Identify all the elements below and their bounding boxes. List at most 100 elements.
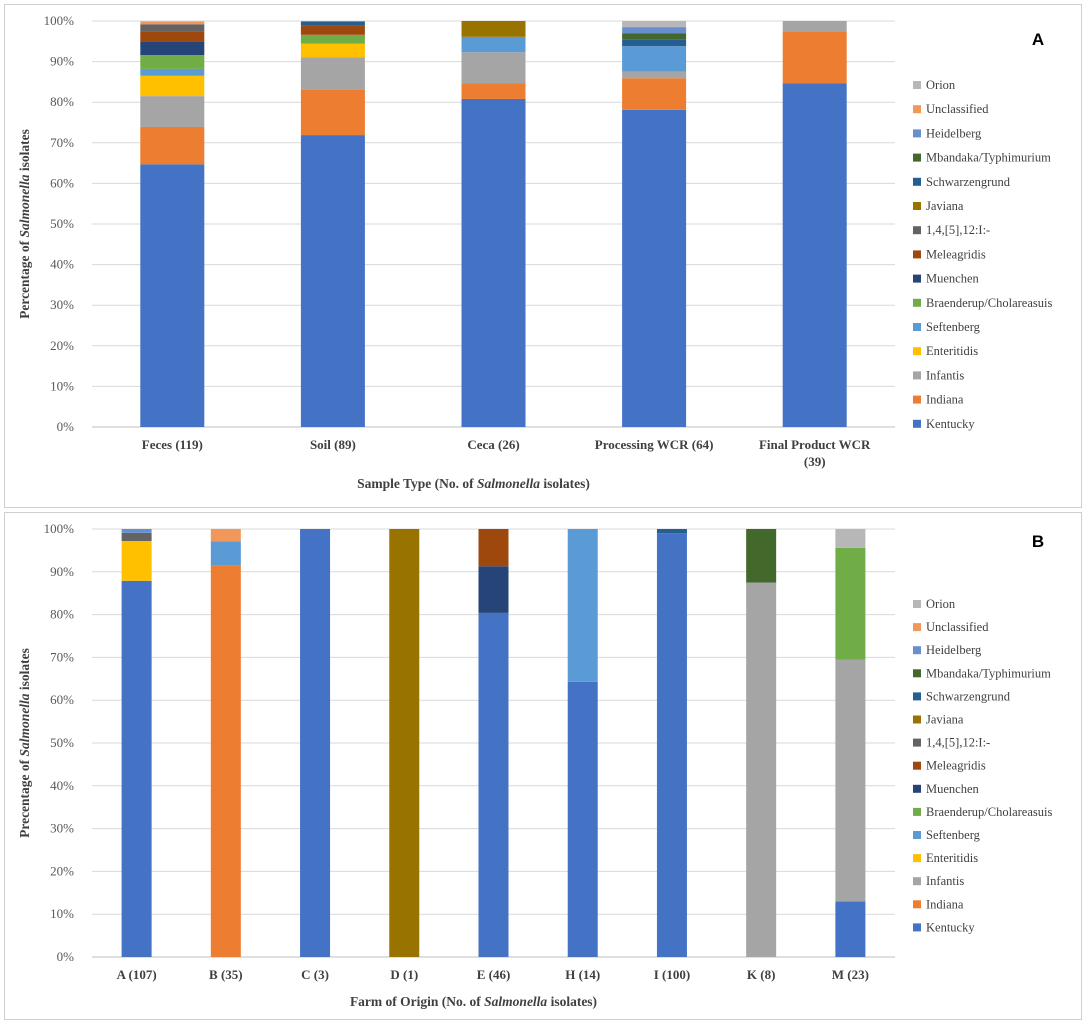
bar-segment-1-4-5-12-i — [140, 24, 205, 32]
bar-segment-schwarzengrund — [656, 529, 687, 534]
bar-segment-heidelberg — [622, 27, 687, 34]
legend-swatch-indiana — [913, 395, 921, 404]
y-tick-label: 20% — [50, 338, 74, 353]
legend-swatch-schwarzengrund — [913, 692, 921, 701]
x-axis-title-part: Salmonella — [477, 476, 540, 491]
x-tick-label: Processing WCR (64) — [595, 437, 714, 452]
y-tick-label: 10% — [50, 378, 74, 393]
legend-label-kentucky: Kentucky — [926, 920, 975, 934]
legend-label-1-4-5-12-i: 1,4,[5],12:I:- — [926, 223, 990, 237]
legend-label-javiana: Javiana — [926, 199, 964, 213]
y-tick-label: 0% — [57, 949, 75, 964]
legend-swatch-1-4-5-12-i — [913, 738, 921, 747]
x-tick-label: K (8) — [747, 967, 776, 982]
bar-segment-enteritidis — [140, 75, 205, 97]
bar-segment-orion — [835, 529, 866, 548]
legend-swatch-heidelberg — [913, 129, 921, 138]
y-tick-label: 70% — [50, 135, 74, 150]
bar-segment-muenchen — [478, 566, 509, 613]
legend-label-orion: Orion — [926, 78, 956, 92]
legend-swatch-seftenberg — [913, 831, 921, 839]
legend-label-javiana: Javiana — [926, 713, 964, 727]
legend-label-indiana: Indiana — [926, 897, 964, 911]
legend-swatch-braenderup-cholareasuis — [913, 298, 921, 307]
legend-swatch-enteritidis — [913, 347, 921, 356]
x-tick-label-line: (39) — [804, 454, 826, 469]
legend-label-enteritidis: Enteritidis — [926, 851, 978, 865]
legend-swatch-1-4-5-12-i — [913, 226, 921, 235]
legend-label-enteritidis: Enteritidis — [926, 344, 978, 358]
legend-swatch-muenchen — [913, 784, 921, 793]
chart-a: 0% 10% 20% 30% 40% 50% 60% 70% 80% 90% 100% Feces (… — [17, 13, 1052, 491]
legend-label-braenderup-cholareasuis: Braenderup/Cholareasuis — [926, 805, 1052, 819]
legend-label-heidelberg: Heidelberg — [926, 643, 982, 657]
y-tick-label: 30% — [50, 297, 74, 312]
y-axis-title-part: Precentage of — [17, 756, 32, 837]
y-axis-title: Percentage of Salmonella isolates — [17, 129, 32, 319]
bar-segment-braenderup-cholareasuis — [835, 547, 866, 660]
y-tick-label: 20% — [50, 863, 74, 878]
legend-swatch-unclassified — [913, 105, 921, 114]
legend-swatch-infantis — [913, 877, 921, 886]
legend-swatch-meleagridis — [913, 250, 921, 259]
y-tick-label: 90% — [50, 564, 74, 579]
panel-b: 0% 10% 20% 30% 40% 50% 60% 70% 80% 90% 100% A (107)… — [4, 512, 1082, 1020]
x-tick-label: Ceca (26) — [467, 437, 519, 452]
x-tick-label-line: Final Product WCR — [759, 437, 871, 452]
legend-swatch-mbandaka-typhimurium — [913, 153, 921, 162]
bar-segment-seftenberg — [567, 529, 598, 682]
bar-segment-infantis — [622, 71, 687, 79]
x-tick-label-line: A (107) — [117, 967, 157, 982]
bar-segment-unclassified — [210, 529, 241, 542]
y-tick-label: 100% — [44, 13, 75, 28]
legend-label-unclassified: Unclassified — [926, 102, 989, 116]
legend-label-muenchen: Muenchen — [926, 272, 980, 286]
bar-segment-muenchen — [140, 41, 205, 56]
bar-segment-kentucky — [567, 681, 598, 957]
y-tick-label: 40% — [50, 778, 74, 793]
bar-segment-javiana — [389, 529, 420, 957]
legend-label-kentucky: Kentucky — [926, 417, 975, 431]
legend-swatch-seftenberg — [913, 323, 921, 331]
bar-segment-javiana — [461, 21, 526, 37]
x-axis-title-part: Sample Type (No. of — [357, 476, 477, 491]
bar-segment-1-4-5-12-i — [121, 532, 152, 541]
x-tick-label: E (46) — [477, 967, 511, 982]
legend-label-meleagridis: Meleagridis — [926, 247, 986, 261]
bar-segment-infantis — [782, 21, 847, 32]
legend-swatch-javiana — [913, 715, 921, 724]
y-tick-label: 50% — [50, 216, 74, 231]
legend-label-mbandaka-typhimurium: Mbandaka/Typhimurium — [926, 666, 1051, 680]
legend-label-muenchen: Muenchen — [926, 782, 980, 796]
bar-segment-unclassified — [140, 21, 205, 25]
bar-segment-meleagridis — [478, 529, 509, 567]
y-tick-label: 90% — [50, 54, 74, 69]
legend-swatch-indiana — [913, 900, 921, 909]
legend-label-orion: Orion — [926, 597, 956, 611]
bar-segment-meleagridis — [300, 25, 365, 35]
legend-swatch-javiana — [913, 202, 921, 210]
y-axis-title-part: Percentage of — [17, 237, 32, 318]
legend-swatch-muenchen — [913, 274, 921, 283]
x-axis-title-part: isolates) — [547, 994, 597, 1009]
bar-segment-orion — [622, 21, 687, 28]
x-axis-title: Sample Type (No. of Salmonella isolates) — [357, 476, 590, 491]
bar-segment-seftenberg — [622, 46, 687, 72]
x-tick-label-line: K (8) — [747, 967, 776, 982]
x-tick-label-line: B (35) — [209, 967, 243, 982]
y-tick-label: 70% — [50, 649, 74, 664]
bar-segment-schwarzengrund — [300, 21, 365, 26]
y-tick-label: 30% — [50, 821, 74, 836]
panel-label: B — [1032, 532, 1044, 551]
bar-segment-schwarzengrund — [622, 39, 687, 47]
bar-segment-seftenberg — [140, 68, 205, 76]
legend-swatch-infantis — [913, 371, 921, 380]
y-tick-label: 60% — [50, 175, 74, 190]
legend-label-schwarzengrund: Schwarzengrund — [926, 175, 1011, 189]
y-tick-label: 50% — [50, 735, 74, 750]
panel-label: A — [1032, 30, 1044, 49]
x-axis-title-part: isolates) — [540, 476, 590, 491]
legend-swatch-braenderup-cholareasuis — [913, 807, 921, 816]
bar-segment-mbandaka-typhimurium — [746, 529, 777, 583]
bar-segment-kentucky — [622, 109, 687, 427]
